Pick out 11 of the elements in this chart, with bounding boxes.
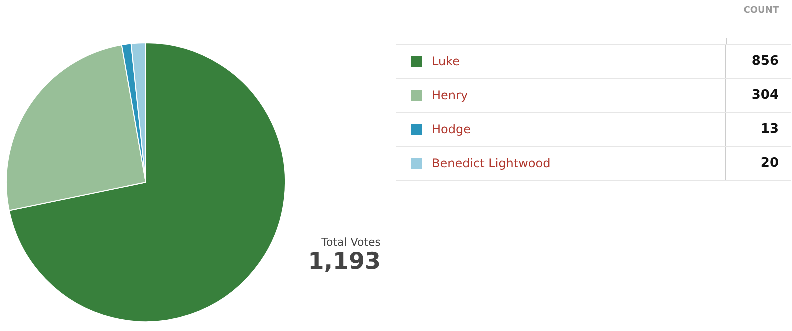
data-label: 304 [726,78,791,112]
text: 1,193 [308,249,381,275]
data-label: 856 [726,44,791,78]
legend-label: Benedict Lightwood [432,156,551,171]
legend-label: Hodge [432,122,471,137]
text: Total Votes [320,236,381,249]
data-label: 20 [726,146,791,180]
text: COUNT [744,6,779,16]
legend-label: Henry [432,88,468,103]
data-label: 13 [726,112,791,146]
legend-label: Luke [432,54,460,69]
